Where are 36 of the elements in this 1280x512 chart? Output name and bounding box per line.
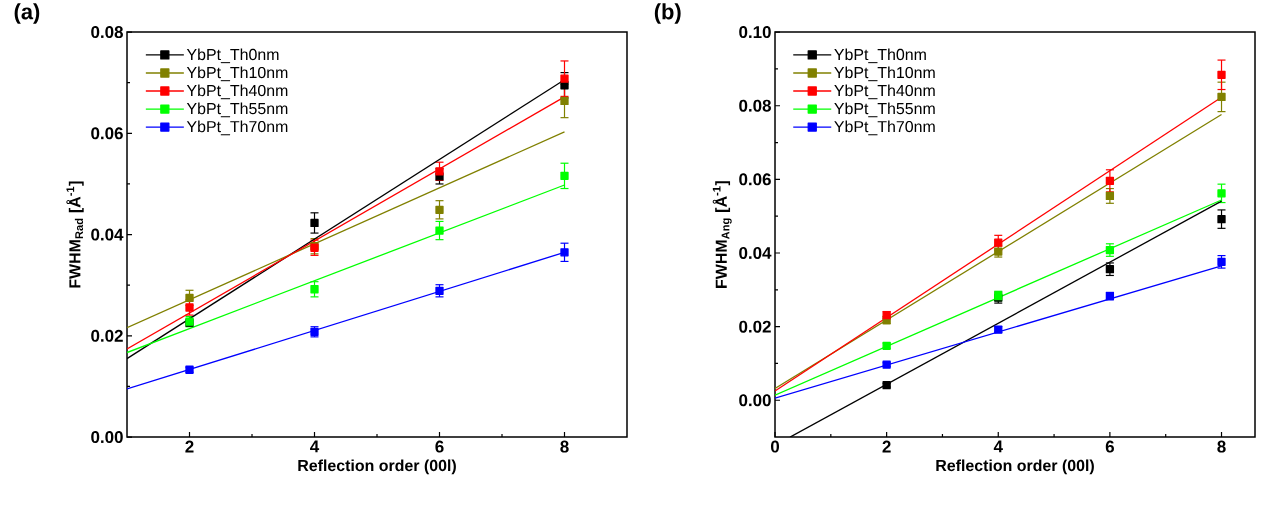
x-tick-label: 0 <box>770 440 780 453</box>
y-tick-label: 0.04 <box>739 246 772 259</box>
y-tick-label: 0.02 <box>91 329 123 342</box>
x-tick-label: 2 <box>882 440 891 453</box>
legend-label: YbPt_Th10nm <box>186 66 288 82</box>
y-tick-label: 0.04 <box>91 228 124 241</box>
legend-label: YbPt_Th10nm <box>834 66 935 82</box>
x-tick-label: 8 <box>1217 440 1226 453</box>
legend-label: YbPt_Th40nm <box>186 84 288 100</box>
legend-label: YbPt_Th55nm <box>186 102 288 118</box>
x-tick-label: 6 <box>435 440 444 453</box>
legend-label: YbPt_Th0nm <box>186 48 279 64</box>
chart-title: (a) <box>14 3 40 24</box>
y-tick-label: 0.08 <box>91 26 123 39</box>
y-tick-label: 0.08 <box>739 99 771 112</box>
x-tick-label: 4 <box>993 440 1003 453</box>
x-tick-label: 4 <box>310 440 320 453</box>
x-tick-label: 6 <box>1105 440 1114 453</box>
legend-label: YbPt_Th0nm <box>834 48 926 64</box>
y-tick-label: 0.00 <box>739 394 771 407</box>
x-axis-title: Reflection order (00l) <box>298 459 456 475</box>
y-axis-title: FWHM$_{Rad}$ [Å$^{-1}$] <box>66 181 84 288</box>
y-axis-title: FWHM$_{Ang}$ [Å$^{-1}$] <box>712 181 732 288</box>
legend-label: YbPt_Th40nm <box>834 84 935 100</box>
x-axis-title: Reflection order (00l) <box>936 459 1094 475</box>
x-tick-label: 8 <box>560 440 569 453</box>
y-tick-label: 0.10 <box>739 26 771 39</box>
legend-label: YbPt_Th70nm <box>186 120 288 136</box>
x-tick-label: 2 <box>185 440 194 453</box>
chart-title: (b) <box>654 3 681 24</box>
y-tick-label: 0.06 <box>739 173 771 186</box>
legend-label: YbPt_Th70nm <box>834 120 935 136</box>
y-tick-label: 0.06 <box>91 127 123 140</box>
y-tick-label: 0.00 <box>91 431 123 444</box>
y-tick-label: 0.02 <box>739 320 771 333</box>
legend-label: YbPt_Th55nm <box>834 102 935 118</box>
